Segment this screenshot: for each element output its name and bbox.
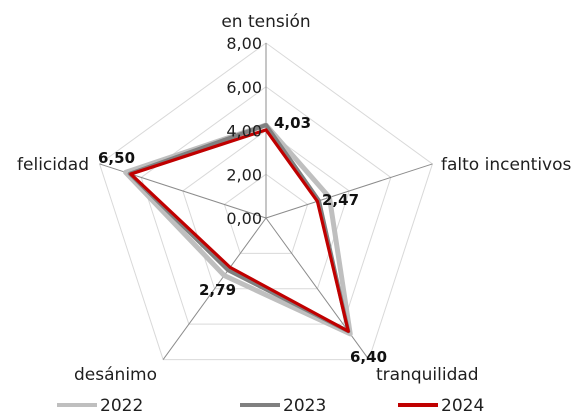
tick-label-3: 6,00 — [226, 78, 262, 97]
series-line-2023 — [127, 123, 351, 334]
tick-label-1: 2,00 — [226, 165, 262, 184]
legend-label-2022: 2022 — [100, 396, 143, 415]
legend-label-2023: 2023 — [283, 396, 326, 415]
radar-data-labels: 4,03 2,47 6,40 2,79 6,50 — [98, 114, 387, 366]
axis-label-tranquilidad: tranquilidad — [376, 365, 479, 385]
radar-grid — [98, 42, 434, 361]
radar-tick-labels: 0,00 2,00 4,00 6,00 8,00 — [226, 34, 262, 228]
radar-axis-labels: en tensión falto incentivos tranquilidad… — [17, 12, 571, 385]
series-line-2024 — [129, 128, 350, 333]
series-line-2022 — [123, 122, 353, 337]
axis-label-en-tension: en tensión — [221, 12, 310, 32]
data-label-falto-incentivos: 2,47 — [322, 191, 359, 209]
grid-ring-2 — [223, 173, 309, 254]
axis-label-desanimo: desánimo — [74, 365, 157, 385]
axis-label-felicidad: felicidad — [17, 155, 89, 175]
data-label-desanimo: 2,79 — [199, 281, 236, 299]
tick-label-2: 4,00 — [226, 122, 262, 141]
axis-spoke-1 — [265, 163, 433, 219]
axis-spoke-3 — [162, 217, 267, 360]
grid-ring-8 — [98, 42, 434, 361]
data-label-felicidad: 6,50 — [98, 149, 135, 167]
legend-label-2024: 2024 — [441, 396, 484, 415]
tick-label-4: 8,00 — [226, 34, 262, 53]
data-label-en-tension: 4,03 — [274, 114, 311, 132]
legend: 2022 2023 2024 — [57, 396, 484, 415]
axis-spoke-2 — [265, 217, 370, 360]
data-label-tranquilidad: 6,40 — [350, 348, 387, 366]
tick-label-0: 0,00 — [226, 209, 262, 228]
axis-label-falto-incentivos: falto incentivos — [441, 155, 572, 175]
radar-series — [123, 122, 353, 337]
